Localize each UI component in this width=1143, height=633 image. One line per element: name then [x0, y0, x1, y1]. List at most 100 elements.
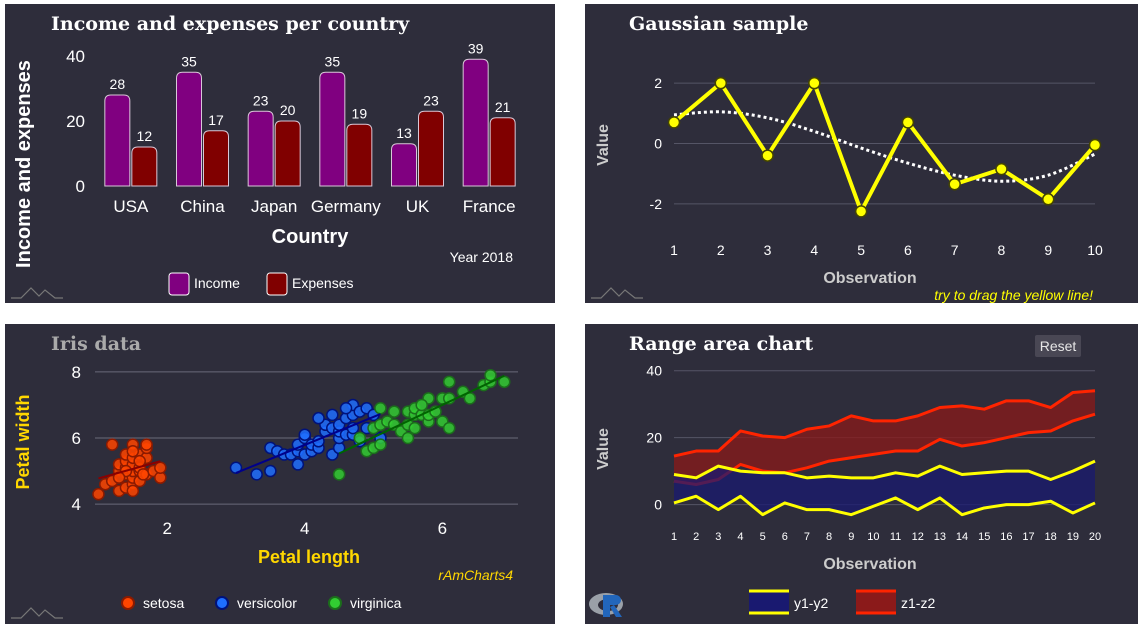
gauss-point: [761, 149, 774, 162]
range-x-tick: 20: [1089, 531, 1101, 543]
legend-z-range-swatch[interactable]: [856, 591, 896, 613]
reset-zoom-button[interactable]: Reset: [1035, 335, 1081, 357]
income-y-tick: 0: [76, 177, 85, 196]
income-caption: Year 2018: [450, 249, 514, 265]
bar-value-label: 20: [280, 102, 296, 118]
z-range-lower-line: [673, 412, 1096, 487]
iris-y-axis-label: Petal width: [13, 394, 33, 489]
expenses-bar: [489, 117, 516, 187]
range-x-tick: 13: [934, 531, 946, 543]
iris-y-tick: 8: [72, 363, 81, 382]
income-chart-svg[interactable]: Income and expenses per country 0 20 40 28…: [5, 4, 555, 303]
gauss-x-tick: 5: [857, 242, 865, 258]
legend-setosa-label[interactable]: setosa: [143, 595, 184, 611]
legend-expenses-label[interactable]: Expenses: [292, 275, 353, 291]
gauss-point: [714, 76, 728, 90]
range-x-tick: 17: [1022, 531, 1034, 543]
gaussian-chart-svg[interactable]: Gaussian sample -2 0 2 1 2 3 4 5 6 7 8 9 10 Observa…: [585, 4, 1138, 303]
iris-point-setosa: [126, 484, 140, 498]
bar-value-label: 21: [495, 99, 511, 115]
gauss-x-tick: 10: [1087, 242, 1103, 258]
iris-point-versicolor: [339, 402, 353, 415]
expenses-bar: [274, 120, 301, 187]
iris-point-virginica: [442, 375, 456, 389]
amcharts-logo-icon[interactable]: [591, 287, 643, 299]
gauss-data-line: [672, 81, 1097, 214]
r-logo-icon[interactable]: [589, 593, 623, 617]
bar-value-label: 39: [468, 40, 484, 56]
expenses-bar: [346, 123, 373, 187]
income-bar: [176, 71, 202, 187]
bar-value-label: 19: [352, 105, 368, 121]
legend-income-swatch[interactable]: [168, 272, 190, 296]
range-y-tick: 40: [646, 363, 662, 379]
iris-trend-line-virginica: [338, 374, 505, 455]
iris-point-setosa: [126, 444, 140, 458]
gauss-y-tick: -2: [650, 196, 663, 212]
iris-point-virginica: [415, 398, 428, 412]
expenses-bar: [131, 146, 158, 187]
gauss-point: [995, 162, 1008, 176]
iris-point-versicolor: [250, 468, 263, 481]
gaussian-chart-panel: Gaussian sample -2 0 2 1 2 3 4 5 6 7 8 9 10 Observa…: [585, 4, 1138, 303]
income-y-axis-label: Income and expenses: [13, 60, 35, 268]
range-x-tick: 4: [737, 531, 743, 543]
legend-virginica-label[interactable]: virginica: [350, 595, 402, 611]
iris-point-virginica: [374, 402, 387, 415]
bar-value-label: 12: [137, 128, 153, 144]
range-area-chart-panel: Range area chart 0 20 40 1 2 3 4 5 6 7 8 9 10 11 12 13…: [585, 324, 1138, 624]
gauss-x-tick: 3: [764, 242, 772, 258]
amcharts-logo-icon[interactable]: [11, 287, 63, 299]
iris-point-versicolor: [229, 461, 243, 474]
range-x-axis-label: Observation: [823, 556, 916, 573]
income-x-axis-label: Country: [272, 226, 350, 248]
bar-value-label: 23: [423, 92, 439, 108]
legend-y-range-swatch[interactable]: [749, 591, 789, 613]
gauss-point: [901, 116, 915, 129]
legend-z-range-label[interactable]: z1-z2: [901, 595, 935, 611]
gauss-point: [667, 116, 681, 129]
income-x-tick: Japan: [251, 197, 297, 216]
income-bar: [462, 58, 489, 187]
iris-point-versicolor: [298, 428, 312, 441]
legend-versicolor-label[interactable]: versicolor: [237, 595, 297, 611]
y-range-upper-line: [673, 459, 1096, 481]
legend-y-range-label[interactable]: y1-y2: [794, 595, 828, 611]
iris-point-setosa: [140, 438, 153, 451]
range-x-tick: 10: [867, 531, 879, 543]
iris-point-setosa: [105, 438, 119, 451]
gauss-x-tick: 4: [810, 242, 818, 258]
iris-x-tick: 4: [300, 519, 309, 538]
range-chart-title: Range area chart: [629, 333, 813, 355]
iris-point-versicolor: [312, 411, 325, 425]
income-chart-title: Income and expenses per country: [51, 13, 410, 35]
iris-x-axis-label: Petal length: [258, 547, 360, 567]
range-x-tick: 11: [890, 531, 901, 543]
range-x-tick: 16: [1000, 531, 1012, 543]
gauss-x-tick: 8: [998, 242, 1006, 258]
income-x-tick: USA: [113, 197, 149, 216]
income-bar: [247, 110, 274, 187]
legend-virginica-marker[interactable]: [328, 596, 342, 610]
iris-point-virginica: [374, 438, 387, 451]
gauss-x-tick: 6: [904, 242, 912, 258]
income-bar: [319, 71, 346, 187]
bar-value-label: 17: [208, 112, 224, 128]
legend-setosa-marker[interactable]: [121, 596, 135, 610]
gaussian-x-axis-label: Observation: [823, 270, 916, 287]
iris-point-versicolor: [326, 408, 339, 422]
iris-point-virginica: [484, 368, 497, 382]
income-x-tick: France: [463, 197, 516, 216]
iris-point-versicolor: [291, 458, 305, 471]
legend-income-label[interactable]: Income: [194, 275, 240, 291]
legend-versicolor-marker[interactable]: [215, 596, 229, 610]
legend-expenses-swatch[interactable]: [266, 272, 288, 296]
range-x-tick: 9: [848, 531, 854, 543]
gauss-trend-line: [673, 110, 1096, 183]
gaussian-chart-title: Gaussian sample: [629, 13, 808, 35]
gaussian-y-axis-label: Value: [595, 124, 612, 166]
iris-chart-svg[interactable]: Iris data 4 6 8 2 4 6 Petal length Petal wid…: [5, 324, 555, 624]
range-x-tick: 15: [978, 531, 990, 543]
amcharts-logo-icon[interactable]: [11, 607, 63, 619]
